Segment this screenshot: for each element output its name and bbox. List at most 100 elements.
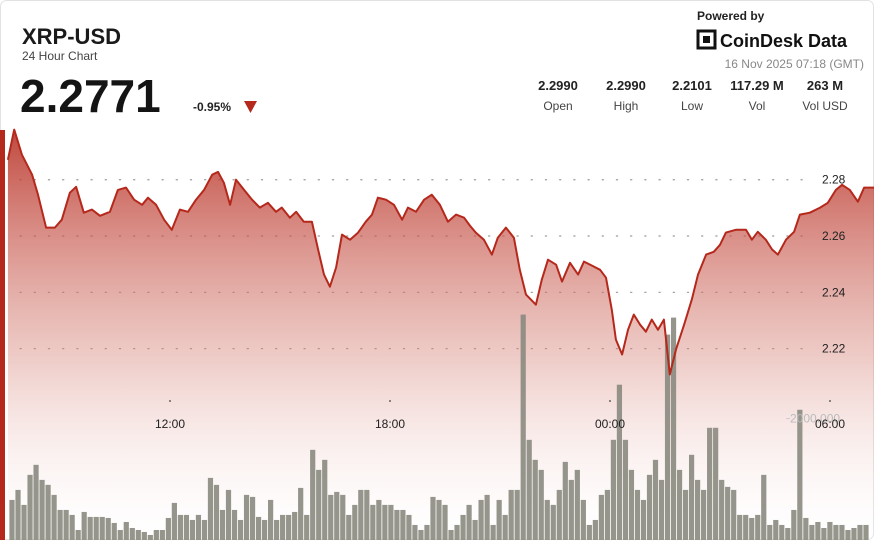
x-tick-mark [609, 400, 611, 402]
volume-bar [664, 334, 671, 540]
volume-bar [478, 499, 484, 540]
volume-bar [334, 491, 340, 540]
volume-bar [135, 529, 141, 540]
x-tick-label: 06:00 [815, 417, 845, 431]
volume-bar [454, 524, 460, 540]
y-tick-label: 2.22 [822, 342, 846, 356]
volume-bar [286, 514, 292, 540]
volume-bar [839, 524, 845, 540]
volume-bar [448, 529, 454, 540]
volume-bar [676, 469, 683, 540]
volume-bar [63, 509, 69, 540]
y-tick-label: 2.24 [822, 285, 846, 299]
volume-bar [316, 469, 322, 540]
volume-bar [526, 439, 532, 540]
stat-label: High [614, 99, 639, 113]
volume-bar [508, 489, 514, 540]
volume-bar [688, 454, 695, 540]
volume-bar [514, 489, 520, 540]
volume-bar [153, 529, 159, 540]
volume-bar [75, 529, 81, 540]
volume-bar [328, 494, 334, 540]
volume-bar [352, 504, 358, 540]
volume-bar [634, 489, 641, 540]
volume-bar [111, 522, 117, 540]
volume-bar [652, 459, 659, 540]
volume-tick-label: 2000.000 [790, 412, 840, 426]
volume-bar [388, 504, 394, 540]
volume-bar [177, 514, 183, 540]
volume-bar [141, 531, 147, 540]
volume-bar [520, 314, 526, 540]
volume-bar [304, 514, 310, 540]
volume-bar [231, 509, 238, 540]
stat-value: 2.2990 [606, 78, 646, 93]
volume-bar [863, 524, 869, 540]
volume-bar [69, 514, 75, 540]
volume-bar [845, 529, 851, 540]
volume-bar [358, 489, 364, 540]
volume-bar [159, 529, 165, 540]
volume-bar [394, 509, 400, 540]
volume-bar [123, 521, 129, 540]
volume-bar [592, 519, 598, 540]
volume-bar [364, 489, 370, 540]
price: 2.2771 [20, 70, 161, 122]
y-tick-label: 2.28 [822, 173, 846, 187]
volume-bar [761, 474, 767, 540]
volume-bar [117, 529, 123, 540]
volume-bar [21, 504, 27, 540]
price-area [7, 129, 874, 540]
volume-bar [57, 509, 63, 540]
volume-bar [346, 514, 352, 540]
volume-bar [791, 509, 797, 540]
volume-bar [400, 509, 406, 540]
volume-bar [207, 477, 214, 540]
volume-bar [165, 517, 171, 540]
volume-bar [255, 516, 262, 540]
volume-bar [725, 486, 731, 540]
volume-bar [298, 487, 304, 540]
volume-bar [809, 524, 815, 540]
volume-bar [81, 511, 87, 540]
volume-bar [261, 519, 268, 540]
volume-bar [815, 521, 821, 540]
volume-bar [785, 527, 791, 540]
volume-bar [851, 527, 857, 540]
volume-bar [496, 499, 502, 540]
volume-bar [803, 517, 809, 540]
volume-bar [658, 479, 665, 540]
stats: 2.2990 Open 2.2990 High 2.2101 Low 117.29 M Vol… [538, 78, 848, 113]
volume-bar [713, 427, 719, 540]
volume-bar [833, 524, 839, 540]
volume-bar [147, 534, 153, 540]
volume-bar [580, 499, 586, 540]
volume-bar [195, 514, 202, 540]
timestamp: 16 Nov 2025 07:18 (GMT) [725, 57, 864, 71]
x-tick-mark [169, 400, 171, 402]
volume-bar [857, 524, 863, 540]
volume-bar [544, 499, 550, 540]
volume-bar [33, 464, 39, 540]
stat-label: Vol USD [802, 99, 848, 113]
volume-bar [436, 499, 442, 540]
x-tick-label: 00:00 [595, 417, 625, 431]
volume-bar [466, 504, 472, 540]
title: XRP-USD [22, 24, 121, 49]
volume-bar [280, 514, 286, 540]
volume-bar [99, 516, 105, 540]
volume-bar [9, 499, 15, 540]
volume-bar [598, 494, 604, 540]
volume-bar [87, 516, 93, 540]
volume-bar [93, 516, 99, 540]
volume-bar [274, 519, 280, 540]
volume-bar [610, 439, 617, 540]
volume-bar [322, 459, 328, 540]
volume-bar [340, 494, 346, 540]
change: -0.95% [193, 100, 231, 114]
volume-bar [743, 514, 749, 540]
plot: 2.22 2.24 2.26 2.28 2000.000 12:00 18:00 00:00 0… [6, 128, 874, 540]
volume-bar [622, 439, 629, 540]
